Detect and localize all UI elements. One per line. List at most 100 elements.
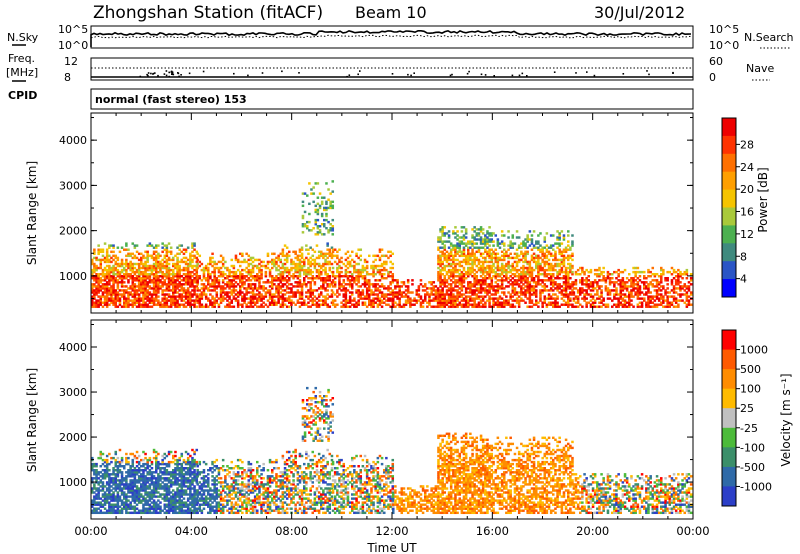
heatmap-cell xyxy=(406,279,410,282)
heatmap-cell xyxy=(161,277,164,280)
heatmap-cell xyxy=(105,454,109,458)
heatmap-cell xyxy=(479,246,483,249)
heatmap-cell xyxy=(178,275,181,278)
heatmap-cell xyxy=(95,507,98,510)
heatmap-cell xyxy=(165,289,169,292)
heatmap-cell xyxy=(165,258,169,262)
heatmap-cell xyxy=(539,295,542,298)
heatmap-cell xyxy=(241,268,244,272)
heatmap-cell xyxy=(471,285,474,288)
heatmap-cell xyxy=(492,289,495,292)
heatmap-cell xyxy=(123,273,126,276)
heatmap-cell xyxy=(213,279,216,282)
heatmap-cell xyxy=(112,303,115,306)
heatmap-cell xyxy=(569,254,572,258)
heatmap-cell xyxy=(543,264,547,268)
heatmap-cell xyxy=(353,260,356,264)
heatmap-cell xyxy=(645,293,648,296)
heatmap-cell xyxy=(537,246,540,249)
heatmap-cell xyxy=(155,303,158,306)
heatmap-cell xyxy=(329,223,332,226)
heatmap-cell xyxy=(247,254,251,258)
heatmap-cell xyxy=(320,196,324,199)
heatmap-cell xyxy=(101,268,105,272)
heatmap-cell xyxy=(398,293,401,296)
heatmap-cell xyxy=(613,303,616,306)
heatmap-cell xyxy=(129,303,132,306)
heatmap-cell xyxy=(133,303,137,306)
heatmap-cell xyxy=(439,236,442,239)
heatmap-cell xyxy=(195,273,199,276)
heatmap-cell xyxy=(552,301,555,304)
heatmap-cell xyxy=(249,279,253,282)
heatmap-cell xyxy=(283,277,287,280)
heatmap-cell xyxy=(324,279,327,282)
heatmap-cell xyxy=(95,489,98,492)
heatmap-cell xyxy=(513,242,517,245)
heatmap-cell xyxy=(247,297,251,300)
heatmap-cell xyxy=(167,287,171,290)
heatmap-cell xyxy=(460,283,464,286)
heatmap-cell xyxy=(475,246,479,249)
heatmap-cell xyxy=(479,283,483,286)
heatmap-cell xyxy=(186,258,190,262)
heatmap-cell xyxy=(125,248,128,251)
heatmap-cell xyxy=(462,246,466,249)
heatmap-cell xyxy=(389,299,392,302)
heatmap-cell xyxy=(221,287,225,290)
heatmap-cell xyxy=(370,266,373,270)
heatmap-cell xyxy=(593,281,597,284)
heatmap-cell xyxy=(213,303,216,306)
heatmap-cell xyxy=(169,246,173,249)
heatmap-cell xyxy=(447,287,451,290)
heatmap-cell xyxy=(163,299,167,302)
heatmap-cell xyxy=(97,283,100,286)
heatmap-cell xyxy=(186,287,190,290)
heatmap-cell xyxy=(579,279,582,282)
heatmap-cell xyxy=(517,291,521,294)
heatmap-cell xyxy=(193,301,196,304)
heatmap-cell xyxy=(311,262,315,266)
heatmap-cell xyxy=(437,236,440,239)
heatmap-cell xyxy=(103,501,107,504)
heatmap-cell xyxy=(492,270,495,274)
heatmap-cell xyxy=(535,295,538,298)
heatmap-cell xyxy=(655,291,659,294)
heatmap-cell xyxy=(571,234,574,237)
heatmap-cell xyxy=(277,283,280,286)
heatmap-cell xyxy=(148,244,152,247)
heatmap-cell xyxy=(486,254,489,258)
heatmap-cell xyxy=(541,305,544,308)
heatmap-cell xyxy=(353,305,356,308)
heatmap-cell xyxy=(277,293,280,296)
heatmap-cell xyxy=(370,289,373,292)
heatmap-cell xyxy=(528,295,532,298)
colorbar-segment xyxy=(722,135,736,155)
heatmap-cell xyxy=(221,270,225,274)
heatmap-cell xyxy=(294,275,297,278)
heatmap-cell xyxy=(317,268,321,272)
heatmap-cell xyxy=(281,279,285,282)
heatmap-cell xyxy=(424,299,427,302)
heatmap-cell xyxy=(460,226,464,229)
heatmap-cell xyxy=(657,299,661,302)
heatmap-cell xyxy=(273,283,276,286)
heatmap-cell xyxy=(670,281,674,284)
heatmap-cell xyxy=(475,283,479,286)
heatmap-cell xyxy=(481,252,485,256)
heatmap-cell xyxy=(689,279,693,282)
heatmap-cell xyxy=(556,230,559,233)
heatmap-cell xyxy=(184,279,188,282)
heatmap-cell xyxy=(110,493,113,496)
heatmap-cell xyxy=(477,228,481,231)
heatmap-cell xyxy=(496,273,500,276)
heatmap-cell xyxy=(165,264,169,268)
heatmap-cell xyxy=(530,240,534,243)
heatmap-cell xyxy=(511,303,515,306)
heatmap-cell xyxy=(638,275,642,278)
heatmap-cell xyxy=(326,283,329,286)
nave-point xyxy=(180,74,182,76)
heatmap-cell xyxy=(275,301,278,304)
heatmap-cell xyxy=(93,303,96,306)
heatmap-cell xyxy=(380,301,384,304)
